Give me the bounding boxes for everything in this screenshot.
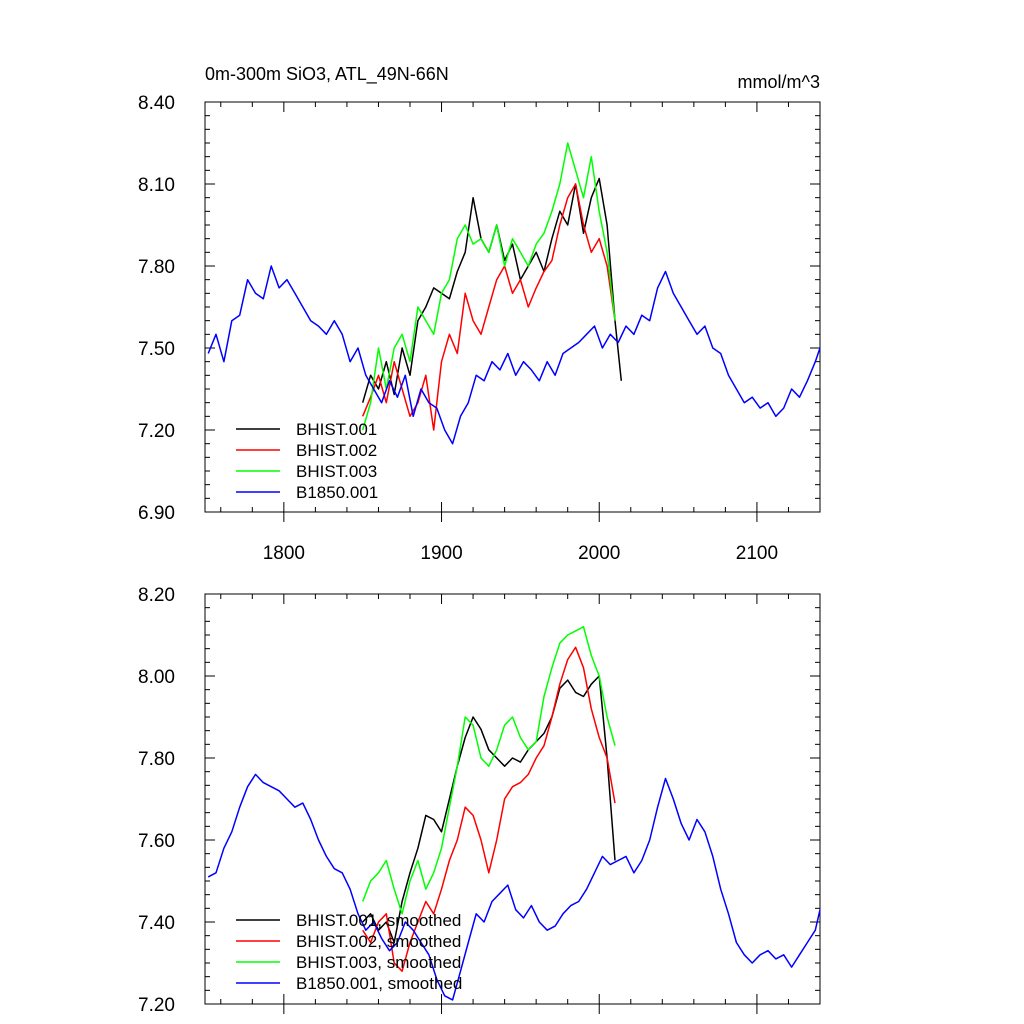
y-tick-label: 7.20 bbox=[138, 421, 175, 442]
legend-label: BHIST.001, smoothed bbox=[296, 911, 461, 930]
series-line-b1850-001-smoothed bbox=[207, 773, 821, 1001]
series-line-b1850-001 bbox=[207, 265, 821, 445]
series-line-bhist-001 bbox=[361, 177, 623, 403]
y-tick-label: 7.60 bbox=[138, 831, 175, 852]
x-tick-label: 1800 bbox=[263, 543, 305, 564]
x-tick-label: 2100 bbox=[736, 543, 778, 564]
y-tick-label: 7.50 bbox=[138, 339, 175, 360]
y-tick-label: 8.10 bbox=[138, 175, 175, 196]
series-line-bhist-002-smoothed bbox=[362, 646, 616, 972]
legend-label: BHIST.002 bbox=[296, 441, 377, 460]
x-tick-label: 2000 bbox=[578, 543, 620, 564]
y-tick-label: 6.90 bbox=[138, 503, 175, 524]
series-line-bhist-003-smoothed bbox=[362, 626, 616, 915]
bottom-legend: BHIST.001, smoothed BHIST.002, smoothed BH… bbox=[236, 911, 462, 993]
y-tick-label: 8.00 bbox=[138, 667, 175, 688]
legend-label: BHIST.002, smoothed bbox=[296, 932, 461, 951]
y-tick-label: 7.20 bbox=[138, 995, 175, 1016]
top-panel: 0m-300m SiO3, ATL_49N-66N mmol/m^3 6.90 7… bbox=[138, 64, 821, 564]
y-tick-label: 7.40 bbox=[138, 913, 175, 934]
top-chart-units: mmol/m^3 bbox=[738, 72, 820, 92]
y-tick-label: 7.80 bbox=[138, 257, 175, 278]
legend-label: B1850.001 bbox=[296, 483, 378, 502]
y-tick-label: 8.20 bbox=[138, 585, 175, 606]
y-tick-label: 7.80 bbox=[138, 749, 175, 770]
bottom-panel: 7.20 7.40 7.60 7.80 8.00 8.20 BHIST.001, smoo… bbox=[138, 585, 821, 1016]
top-chart-title: 0m-300m SiO3, ATL_49N-66N bbox=[205, 64, 449, 85]
y-tick-label: 8.40 bbox=[138, 93, 175, 114]
legend-label: B1850.001, smoothed bbox=[296, 974, 462, 993]
series-line-bhist-003 bbox=[361, 142, 616, 431]
series-line-bhist-002 bbox=[362, 183, 616, 431]
series-line-bhist-001-smoothed bbox=[362, 675, 616, 944]
top-legend: BHIST.001 BHIST.002 BHIST.003 B1850.001 bbox=[236, 420, 378, 502]
legend-label: BHIST.003, smoothed bbox=[296, 953, 461, 972]
legend-label: BHIST.003 bbox=[296, 462, 377, 481]
legend-label: BHIST.001 bbox=[296, 420, 377, 439]
x-tick-label: 1900 bbox=[420, 543, 462, 564]
